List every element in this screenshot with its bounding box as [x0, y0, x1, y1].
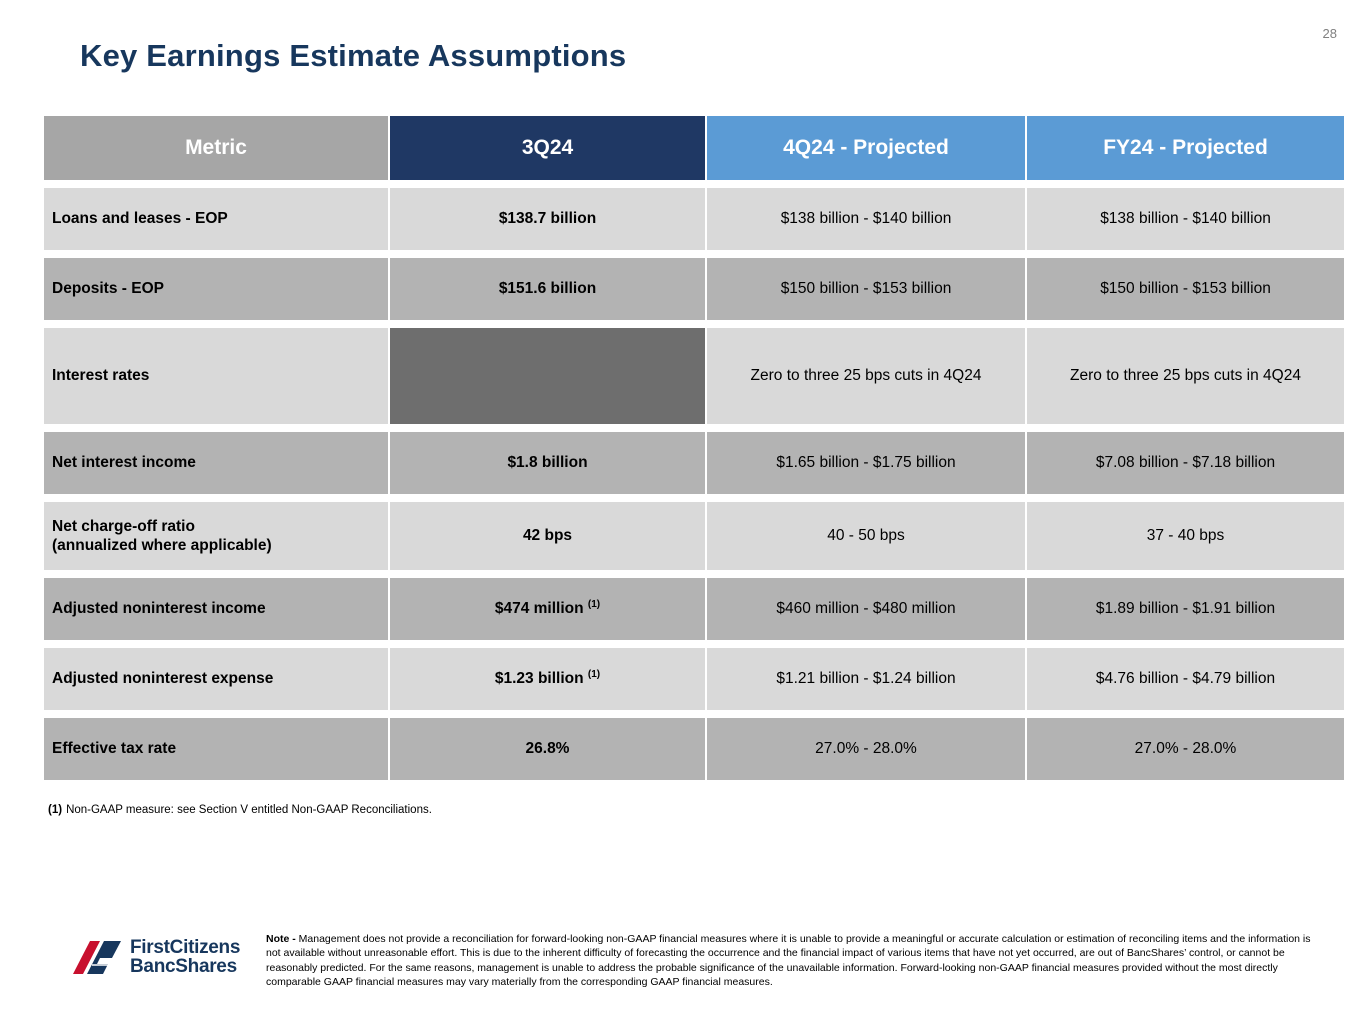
- value-3q24-blank: [390, 328, 705, 424]
- page-number: 28: [1322, 26, 1337, 41]
- assumptions-table-container: Metric 3Q24 4Q24 - Projected FY24 - Proj…: [42, 108, 1344, 788]
- header-fy24-projected: FY24 - Projected: [1027, 116, 1344, 180]
- table-header-row: Metric 3Q24 4Q24 - Projected FY24 - Proj…: [44, 116, 1344, 180]
- value-3q24: $1.23 billion (1): [390, 648, 705, 710]
- value-4q24: 40 - 50 bps: [707, 502, 1025, 570]
- value-text: $151.6 billion: [498, 280, 597, 297]
- note-text: Management does not provide a reconcilia…: [266, 933, 1311, 988]
- table-row-deposits: Deposits - EOP $151.6 billion $150 billi…: [44, 258, 1344, 320]
- table-row-net-charge-off-ratio: Net charge-off ratio (annualized where a…: [44, 502, 1344, 570]
- value-fy24: $138 billion - $140 billion: [1027, 188, 1344, 250]
- metric-label: Effective tax rate: [44, 718, 388, 780]
- value-4q24: $1.65 billion - $1.75 billion: [707, 432, 1025, 494]
- note-label: Note -: [266, 933, 296, 945]
- metric-label: Net charge-off ratio (annualized where a…: [44, 502, 388, 570]
- value-3q24: 42 bps: [390, 502, 705, 570]
- table-row-loans-and-leases: Loans and leases - EOP $138.7 billion $1…: [44, 188, 1344, 250]
- table-row-net-interest-income: Net interest income $1.8 billion $1.65 b…: [44, 432, 1344, 494]
- logo-line1: FirstCitizens: [130, 936, 241, 958]
- footnote-marker: (1): [48, 804, 63, 816]
- value-fy24: 27.0% - 28.0%: [1027, 718, 1344, 780]
- value-text: $138.7 billion: [498, 210, 597, 227]
- logo-line2: BancShares: [130, 956, 237, 977]
- table-row-adjusted-noninterest-income: Adjusted noninterest income $474 million…: [44, 578, 1344, 640]
- value-fy24: $150 billion - $153 billion: [1027, 258, 1344, 320]
- value-fy24: 37 - 40 bps: [1027, 502, 1344, 570]
- metric-label: Adjusted noninterest income: [44, 578, 388, 640]
- metric-label: Adjusted noninterest expense: [44, 648, 388, 710]
- value-4q24: $138 billion - $140 billion: [707, 188, 1025, 250]
- value-text: $1.23 billion: [494, 670, 584, 688]
- value-3q24: $138.7 billion: [390, 188, 705, 250]
- table-row-adjusted-noninterest-expense: Adjusted noninterest expense $1.23 billi…: [44, 648, 1344, 710]
- value-fy24: $4.76 billion - $4.79 billion: [1027, 648, 1344, 710]
- value-4q24: $1.21 billion - $1.24 billion: [707, 648, 1025, 710]
- footnote-superscript: (1): [587, 669, 601, 681]
- table-row-interest-rates: Interest rates Zero to three 25 bps cuts…: [44, 328, 1344, 424]
- firstcitizens-bancshares-logo: FirstCitizens BancShares: [70, 928, 266, 980]
- firstcitizens-flag-icon: [73, 941, 121, 974]
- value-fy24: $1.89 billion - $1.91 billion: [1027, 578, 1344, 640]
- value-4q24: $150 billion - $153 billion: [707, 258, 1025, 320]
- value-4q24: 27.0% - 28.0%: [707, 718, 1025, 780]
- slide-title: Key Earnings Estimate Assumptions: [80, 38, 627, 73]
- header-4q24-projected: 4Q24 - Projected: [707, 116, 1025, 180]
- metric-label: Loans and leases - EOP: [44, 188, 388, 250]
- footnote-text: Non-GAAP measure: see Section V entitled…: [66, 804, 432, 816]
- metric-label: Interest rates: [44, 328, 388, 424]
- value-text: $1.8 billion: [507, 454, 588, 471]
- value-4q24: $460 million - $480 million: [707, 578, 1025, 640]
- footnote-superscript: (1): [587, 599, 601, 611]
- metric-label: Net interest income: [44, 432, 388, 494]
- value-4q24: Zero to three 25 bps cuts in 4Q24: [707, 328, 1025, 424]
- disclaimer-note: Note - Management does not provide a rec…: [266, 928, 1320, 989]
- value-3q24: 26.8%: [390, 718, 705, 780]
- header-3q24: 3Q24: [390, 116, 705, 180]
- value-3q24: $474 million (1): [390, 578, 705, 640]
- value-3q24: $151.6 billion: [390, 258, 705, 320]
- value-text: 26.8%: [525, 740, 570, 757]
- value-fy24: $7.08 billion - $7.18 billion: [1027, 432, 1344, 494]
- metric-label: Deposits - EOP: [44, 258, 388, 320]
- bottom-section: FirstCitizens BancShares Note - Manageme…: [70, 928, 1320, 989]
- header-metric: Metric: [44, 116, 388, 180]
- value-fy24: Zero to three 25 bps cuts in 4Q24: [1027, 328, 1344, 424]
- assumptions-table: Metric 3Q24 4Q24 - Projected FY24 - Proj…: [42, 108, 1346, 788]
- value-text: $474 million: [494, 600, 584, 618]
- table-row-effective-tax-rate: Effective tax rate 26.8% 27.0% - 28.0% 2…: [44, 718, 1344, 780]
- logo-text: FirstCitizens BancShares: [130, 936, 241, 977]
- footnote: (1) Non-GAAP measure: see Section V entit…: [48, 804, 432, 816]
- value-text: 42 bps: [522, 527, 573, 544]
- value-3q24: $1.8 billion: [390, 432, 705, 494]
